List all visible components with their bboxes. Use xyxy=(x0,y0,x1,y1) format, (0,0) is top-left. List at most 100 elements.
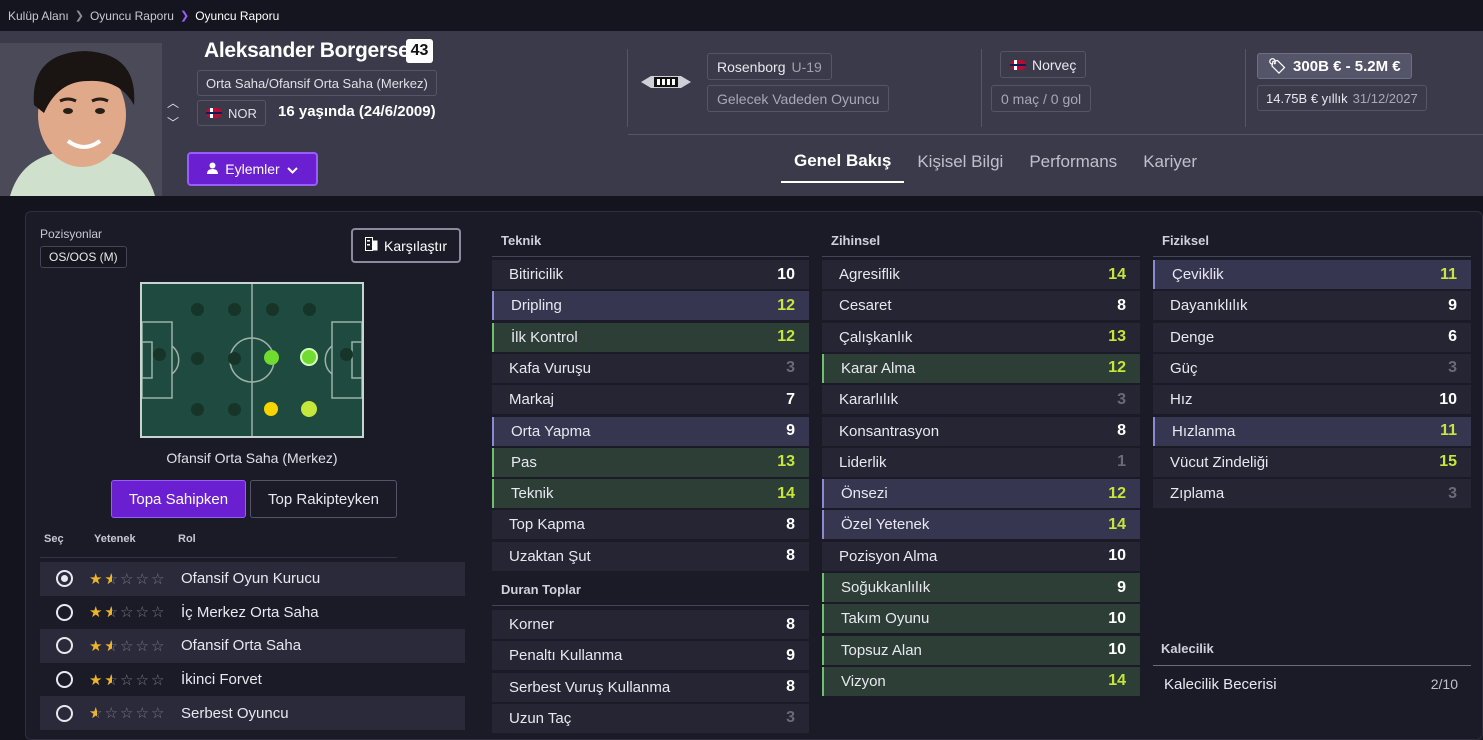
attribute-row[interactable]: Hızlanma 11 xyxy=(1153,416,1471,446)
position-dot xyxy=(303,303,316,316)
position-code: OS/OOS (M) xyxy=(40,246,127,268)
attribute-value: 8 xyxy=(786,515,795,533)
star-icon: ☆ xyxy=(151,637,164,655)
attribute-row[interactable]: Orta Yapma 9 xyxy=(492,416,809,446)
attribute-name: Özel Yetenek xyxy=(841,516,930,534)
position-dot xyxy=(153,348,166,361)
divider xyxy=(40,557,397,558)
actions-button[interactable]: Eylemler xyxy=(187,152,318,186)
attribute-row[interactable]: Korner 8 xyxy=(492,610,809,639)
attribute-row[interactable]: Zıplama 3 xyxy=(1153,479,1471,509)
tab-personal[interactable]: Kişisel Bilgi xyxy=(917,152,1004,171)
role-radio[interactable] xyxy=(56,704,73,722)
attribute-name: Bitiricilik xyxy=(509,266,564,283)
attribute-row[interactable]: Önsezi 12 xyxy=(822,479,1140,509)
star-icon: ☆ xyxy=(120,637,133,655)
role-name: Serbest Oyuncu xyxy=(181,704,289,722)
tab-overview[interactable]: Genel Bakış xyxy=(781,141,905,183)
squad-number: 43 xyxy=(406,39,433,63)
tab-performance[interactable]: Performans xyxy=(1029,152,1118,171)
role-radio[interactable] xyxy=(56,570,73,588)
star-icon: ☆ xyxy=(105,603,121,621)
position-dot xyxy=(340,348,353,361)
club-badge-icon[interactable] xyxy=(641,73,691,91)
divider xyxy=(822,256,1140,257)
attribute-row[interactable]: Vizyon 14 xyxy=(822,666,1140,696)
attribute-row[interactable]: Hız 10 xyxy=(1153,385,1471,415)
attribute-name: Güç xyxy=(1170,359,1198,377)
attribute-row[interactable]: Kararlılık 3 xyxy=(822,385,1140,415)
star-icon: ☆ xyxy=(105,671,121,689)
attribute-value: 14 xyxy=(777,484,795,502)
club-chip[interactable]: Rosenborg U-19 xyxy=(707,53,832,80)
attribute-row[interactable]: Pas 13 xyxy=(492,447,809,477)
attribute-row[interactable]: Dayanıklılık 9 xyxy=(1153,291,1471,321)
attribute-row[interactable]: Markaj 7 xyxy=(492,385,809,415)
star-rating: ☆☆☆☆☆ xyxy=(89,704,179,722)
tab-career[interactable]: Kariyer xyxy=(1143,152,1198,171)
attribute-value: 3 xyxy=(786,359,795,377)
attribute-row[interactable]: Liderlik 1 xyxy=(822,447,1140,477)
attribute-row[interactable]: Vücut Zindeliği 15 xyxy=(1153,447,1471,477)
attribute-value: 13 xyxy=(777,453,795,471)
norway-flag-icon xyxy=(206,108,222,118)
attribute-name: Penaltı Kullanma xyxy=(509,647,623,665)
attribute-row[interactable]: Serbest Vuruş Kullanma 8 xyxy=(492,672,809,702)
star-icon: ☆ xyxy=(120,705,133,723)
attribute-row[interactable]: Bitiricilik 10 xyxy=(492,260,809,289)
role-row[interactable]: ★☆☆☆☆Ofansif Oyun Kurucu xyxy=(40,562,465,596)
attribute-row[interactable]: Teknik 14 xyxy=(492,479,809,509)
role-row[interactable]: ★☆☆☆☆Ofansif Orta Saha xyxy=(40,629,465,663)
attribute-value: 3 xyxy=(1117,390,1126,408)
attribute-row[interactable]: Penaltı Kullanma 9 xyxy=(492,641,809,671)
attribute-row[interactable]: Özel Yetenek 14 xyxy=(822,510,1140,540)
attribute-row[interactable]: Konsantrasyon 8 xyxy=(822,416,1140,446)
attribute-name: Agresiflik xyxy=(839,266,900,283)
chevron-right-icon: ❯ xyxy=(74,10,84,22)
role-radio[interactable] xyxy=(56,637,73,655)
attribute-row[interactable]: Pozisyon Alma 10 xyxy=(822,541,1140,571)
attribute-row[interactable]: Uzun Taç 3 xyxy=(492,703,809,733)
nation-chip[interactable]: Norveç xyxy=(1000,51,1087,78)
attribute-row[interactable]: Top Kapma 8 xyxy=(492,510,809,540)
role-row[interactable]: ★☆☆☆☆İç Merkez Orta Saha xyxy=(40,596,465,630)
chevron-up-icon[interactable]: ︿ xyxy=(166,96,179,110)
attribute-row[interactable]: Cesaret 8 xyxy=(822,291,1140,321)
attribute-row[interactable]: Takım Oyunu 10 xyxy=(822,604,1140,634)
star-rating: ★☆☆☆☆ xyxy=(89,671,179,689)
divider xyxy=(492,605,809,606)
role-row[interactable]: ☆☆☆☆☆Serbest Oyuncu xyxy=(40,696,465,730)
attribute-row[interactable]: Dripling 12 xyxy=(492,291,809,321)
star-icon: ☆ xyxy=(135,604,149,622)
compare-button[interactable]: Karşılaştır xyxy=(351,228,461,263)
toggle-out-of-possession[interactable]: Top Rakipteyken xyxy=(250,480,397,518)
value-chip[interactable]: 🏷 300B € - 5.2M € xyxy=(1257,53,1412,79)
role-radio[interactable] xyxy=(56,603,73,621)
chevron-down-icon[interactable]: ﹀ xyxy=(166,116,179,130)
attribute-row[interactable]: Denge 6 xyxy=(1153,322,1471,352)
attribute-row[interactable]: Kafa Vuruşu 3 xyxy=(492,353,809,383)
nationality-chip[interactable]: NOR xyxy=(197,100,266,126)
attribute-name: Karar Alma xyxy=(841,359,916,377)
attribute-row[interactable]: Çeviklik 11 xyxy=(1153,260,1471,289)
attribute-row[interactable]: Agresiflik 14 xyxy=(822,260,1140,289)
attribute-name: Hız xyxy=(1170,391,1193,409)
breadcrumb-item-report[interactable]: Oyuncu Raporu xyxy=(89,8,174,23)
toggle-in-possession[interactable]: Topa Sahipken xyxy=(111,480,246,518)
attribute-row[interactable]: Çalışkanlık 13 xyxy=(822,322,1140,352)
player-status: Gelecek Vadeden Oyuncu xyxy=(707,85,890,112)
breadcrumb-item-club[interactable]: Kulüp Alanı xyxy=(8,8,69,23)
attribute-row[interactable]: Soğukkanlılık 9 xyxy=(822,573,1140,602)
contract-chip[interactable]: 14.75B € yıllık 31/12/2027 xyxy=(1257,85,1427,111)
attribute-row[interactable]: İlk Kontrol 12 xyxy=(492,322,809,352)
attribute-row[interactable]: Topsuz Alan 10 xyxy=(822,635,1140,665)
role-row[interactable]: ★☆☆☆☆İkinci Forvet xyxy=(40,663,465,697)
player-name: Aleksander Borgersen xyxy=(204,39,423,62)
role-radio[interactable] xyxy=(56,671,73,689)
attribute-row[interactable]: Karar Alma 12 xyxy=(822,353,1140,383)
attribute-row[interactable]: Uzaktan Şut 8 xyxy=(492,541,809,571)
attribute-value: 14 xyxy=(1108,672,1126,690)
attribute-row[interactable]: Güç 3 xyxy=(1153,353,1471,383)
attribute-name: Zıplama xyxy=(1170,485,1225,503)
chevron-down-icon xyxy=(287,161,298,177)
